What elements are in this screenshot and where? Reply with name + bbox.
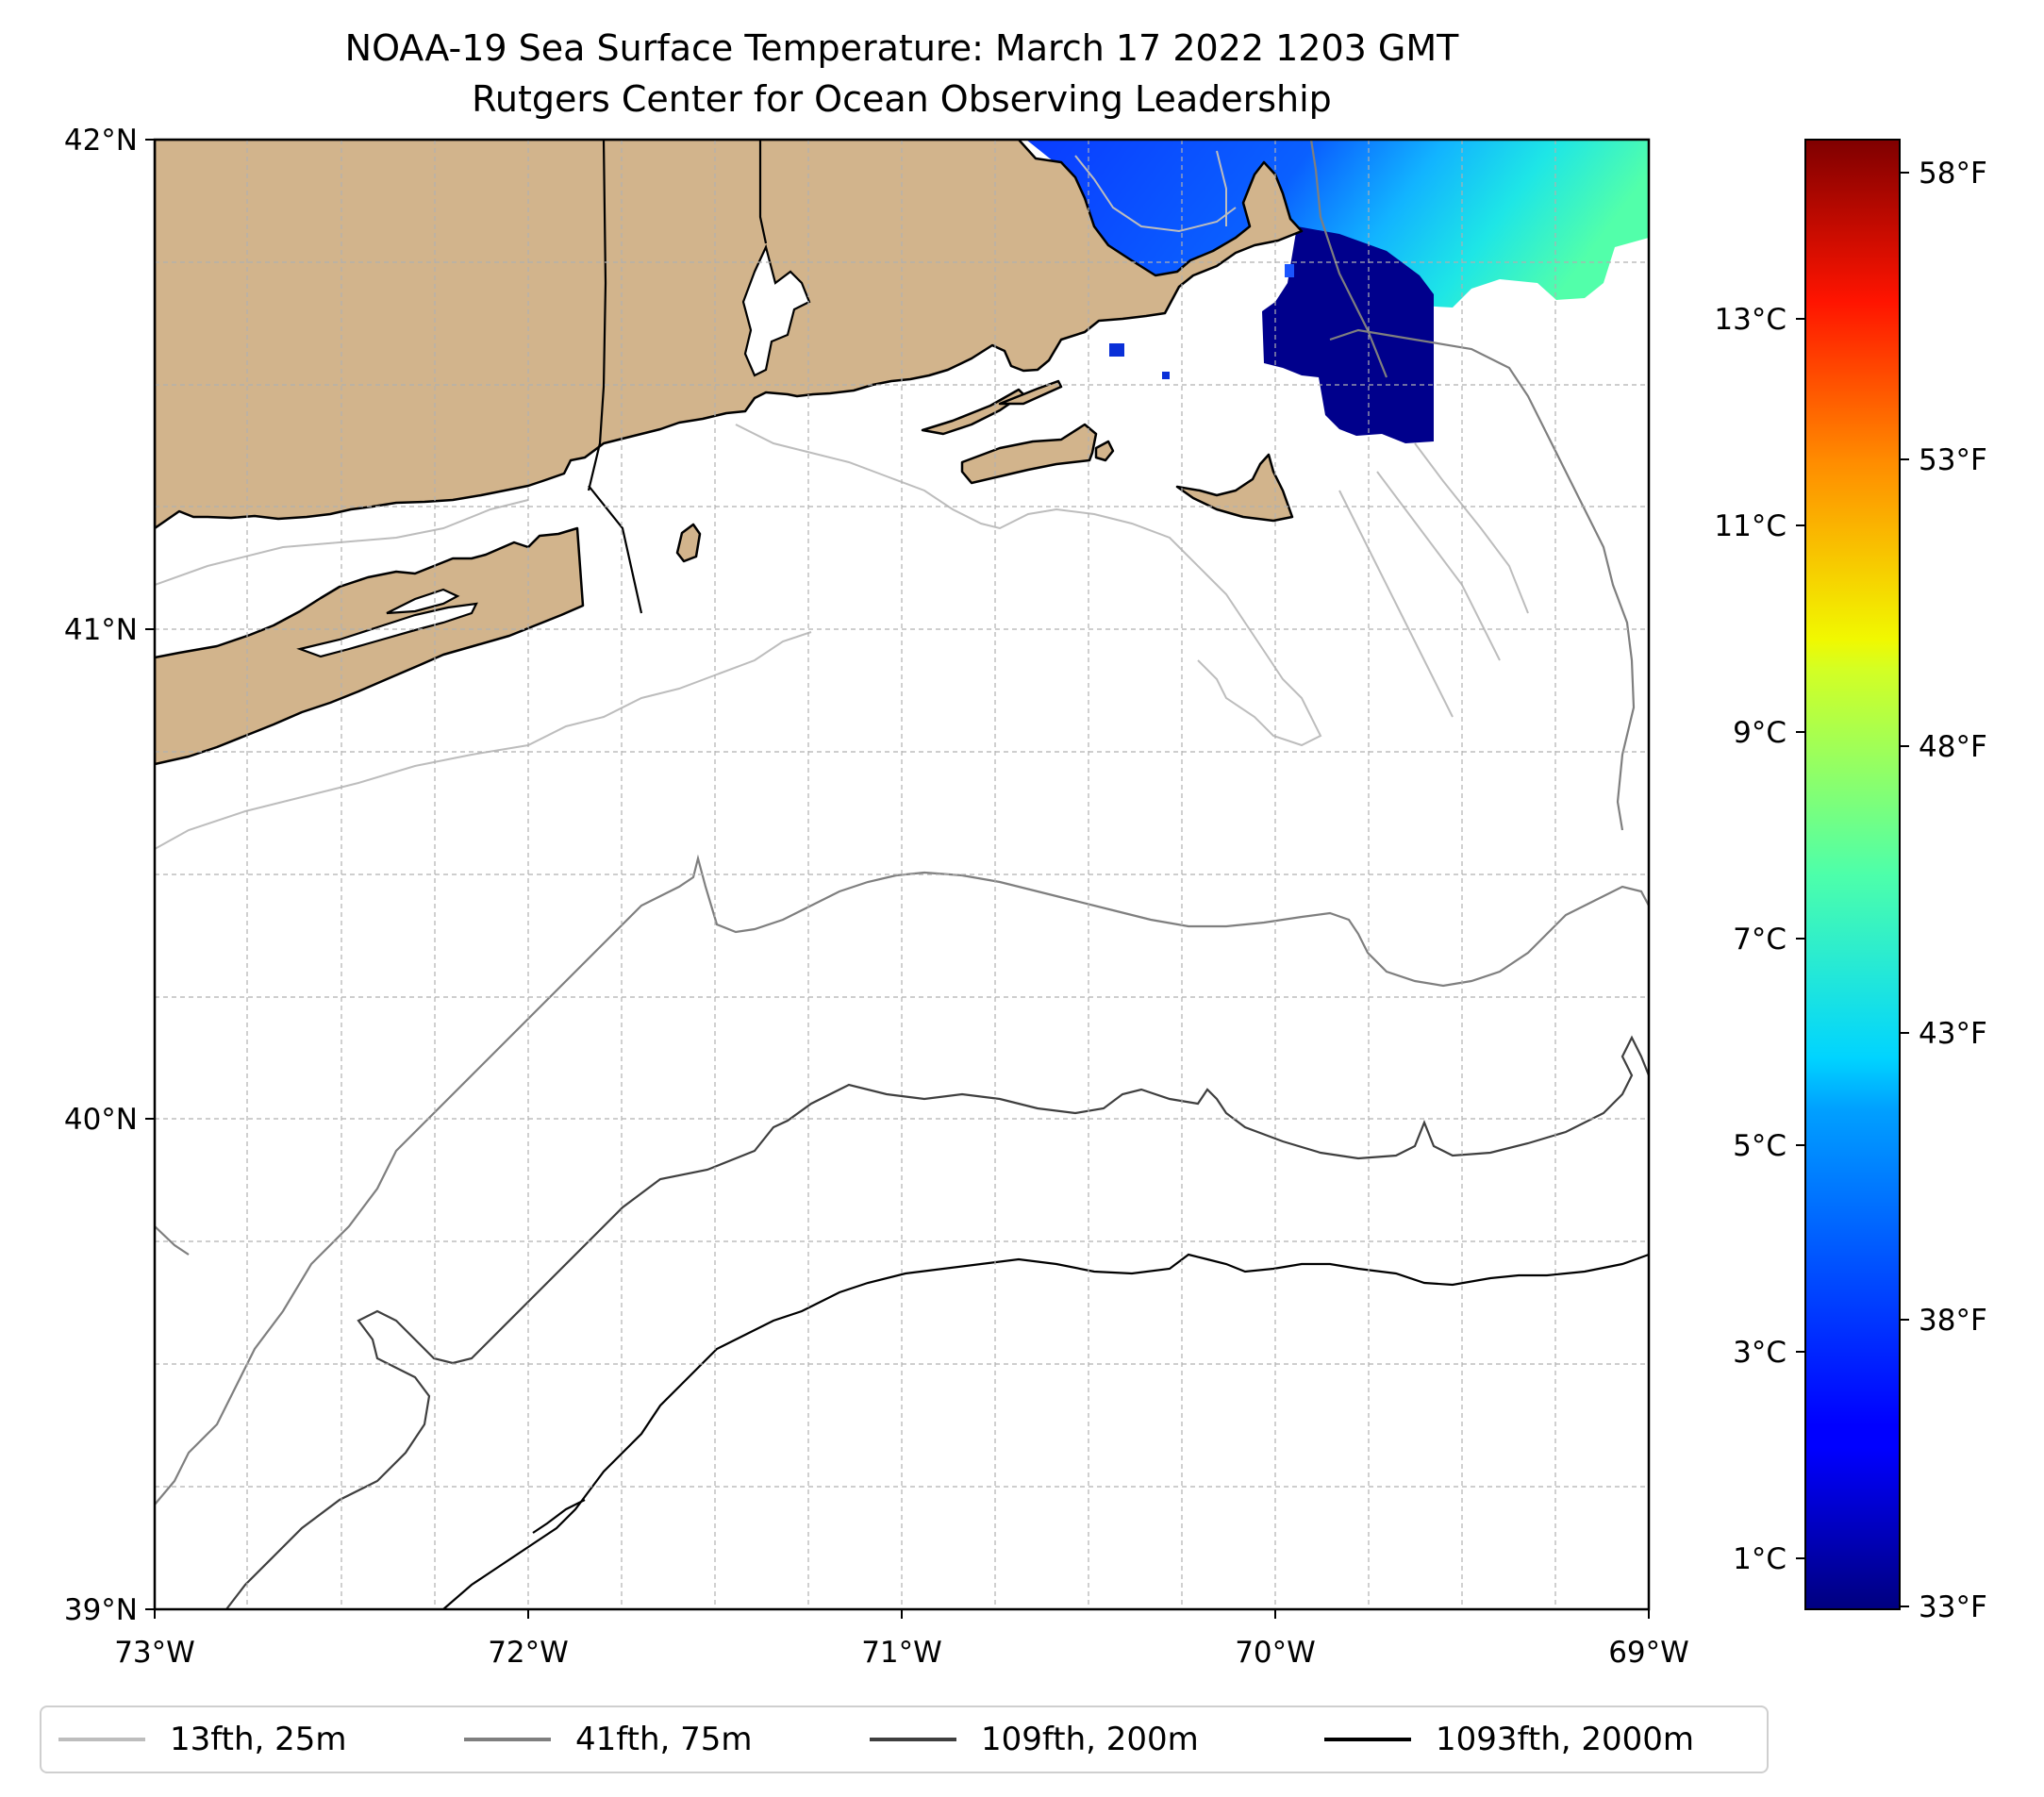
- legend-item-200m: 109fth, 200m: [870, 1707, 1199, 1772]
- celsius-tick: 13°C: [1714, 303, 1786, 337]
- legend-item-25m: 13fth, 25m: [58, 1707, 347, 1772]
- nomans-land: [1094, 440, 1115, 462]
- isobath-75m-west: [155, 1225, 190, 1256]
- fahrenheit-tick: 58°F: [1919, 157, 1987, 191]
- isobath-25m-shoals-2: [1376, 471, 1501, 661]
- great-south-bay: [296, 602, 478, 658]
- fahrenheit-tick: 48°F: [1919, 730, 1987, 764]
- celsius-tick: 1°C: [1733, 1542, 1786, 1576]
- isobath-25m-shoals-3: [1414, 442, 1529, 614]
- legend-swatch: [58, 1738, 145, 1741]
- y-tick-label: 39°N: [64, 1593, 138, 1627]
- legend: 13fth, 25m 41fth, 75m 109fth, 200m 1093f…: [40, 1705, 1769, 1773]
- legend-label: 109fth, 200m: [981, 1721, 1199, 1758]
- x-axis-labels: 73°W 72°W 71°W 70°W 69°W: [114, 1636, 1689, 1670]
- x-tick-label: 72°W: [488, 1636, 569, 1670]
- colorbar-gradient: [1804, 139, 1901, 1610]
- isobath-200m-main: [225, 1035, 1649, 1609]
- block-island: [675, 523, 702, 563]
- inland-water: [296, 243, 811, 658]
- naushon-strip: [998, 379, 1063, 406]
- fahrenheit-tick: 53°F: [1919, 443, 1987, 477]
- legend-label: 13fth, 25m: [170, 1721, 347, 1758]
- sst-data-north: [1026, 140, 1649, 308]
- land: [155, 140, 1304, 766]
- marthas-vineyard: [960, 423, 1098, 485]
- isobath-25m-sound: [155, 499, 529, 586]
- legend-swatch: [870, 1738, 956, 1741]
- map-area: [155, 140, 1649, 1609]
- isobath-25m-ne: [1216, 150, 1227, 226]
- celsius-tick: 7°C: [1733, 923, 1786, 957]
- axis-ticks: [145, 139, 1650, 1619]
- isobath-200m: [225, 1035, 1649, 1609]
- narragansett-bay: [741, 243, 811, 377]
- sst-data-cold-patch: [1262, 226, 1434, 443]
- isobath-25m-capecod: [1074, 155, 1237, 233]
- isobath-25m-li: [155, 631, 812, 850]
- isobath-25m: [155, 150, 1529, 850]
- legend-item-2000m: 1093fth, 2000m: [1324, 1707, 1694, 1772]
- isobath-75m-capecod: [1309, 140, 1388, 378]
- map-title: NOAA-19 Sea Surface Temperature: March 1…: [344, 27, 1459, 69]
- fahrenheit-tick: 38°F: [1919, 1304, 1987, 1338]
- isobath-2000m-canyon: [532, 1499, 586, 1534]
- legend-swatch: [464, 1738, 551, 1741]
- sst-data-speck: [1162, 372, 1170, 379]
- ny-ct-line: [588, 485, 643, 614]
- isobath-2000m-main: [442, 1253, 1649, 1609]
- celsius-tick: 3°C: [1733, 1336, 1786, 1370]
- fahrenheit-tick: 43°F: [1919, 1017, 1987, 1051]
- x-tick-label: 73°W: [114, 1636, 195, 1670]
- y-tick-label: 40°N: [64, 1103, 138, 1137]
- elizabeth-islands: [921, 388, 1025, 436]
- legend-label: 41fth, 75m: [575, 1721, 753, 1758]
- state-borders: [587, 140, 768, 614]
- ct-ri-border: [587, 140, 607, 491]
- sst-data-speck: [1285, 264, 1294, 277]
- x-tick-label: 69°W: [1608, 1636, 1689, 1670]
- celsius-tick: 5°C: [1733, 1129, 1786, 1163]
- isobath-25m-ri: [735, 424, 1322, 747]
- x-tick-label: 70°W: [1235, 1636, 1316, 1670]
- gridlines: [155, 140, 1649, 1609]
- sst-data-speck: [1109, 343, 1124, 357]
- mainland-new-england: [155, 140, 1304, 530]
- legend-item-75m: 41fth, 75m: [464, 1707, 753, 1772]
- map-subtitle: Rutgers Center for Ocean Observing Leade…: [472, 78, 1332, 120]
- isobath-75m: [155, 140, 1649, 1506]
- isobath-75m-main: [155, 854, 1649, 1506]
- peconic-bay: [386, 588, 460, 615]
- y-tick-label: 42°N: [64, 124, 138, 158]
- fahrenheit-tick: 33°F: [1919, 1590, 1987, 1624]
- isobath-75m-east: [1329, 328, 1636, 831]
- y-tick-label: 41°N: [64, 613, 138, 647]
- legend-swatch: [1324, 1738, 1411, 1741]
- y-axis-labels: 42°N 41°N 40°N 39°N: [64, 124, 138, 1627]
- celsius-tick: 11°C: [1714, 509, 1786, 543]
- colorbar: 13°C 11°C 9°C 7°C 5°C 3°C 1°C 58°F 53°F …: [1714, 139, 1987, 1624]
- long-island: [155, 526, 585, 766]
- nantucket: [1175, 453, 1294, 523]
- celsius-tick: 9°C: [1733, 716, 1786, 750]
- ri-ma-border: [758, 140, 768, 244]
- x-tick-label: 71°W: [861, 1636, 942, 1670]
- legend-label: 1093fth, 2000m: [1436, 1721, 1695, 1758]
- isobath-25m-shoals: [1338, 490, 1454, 718]
- isobath-2000m: [442, 1253, 1649, 1609]
